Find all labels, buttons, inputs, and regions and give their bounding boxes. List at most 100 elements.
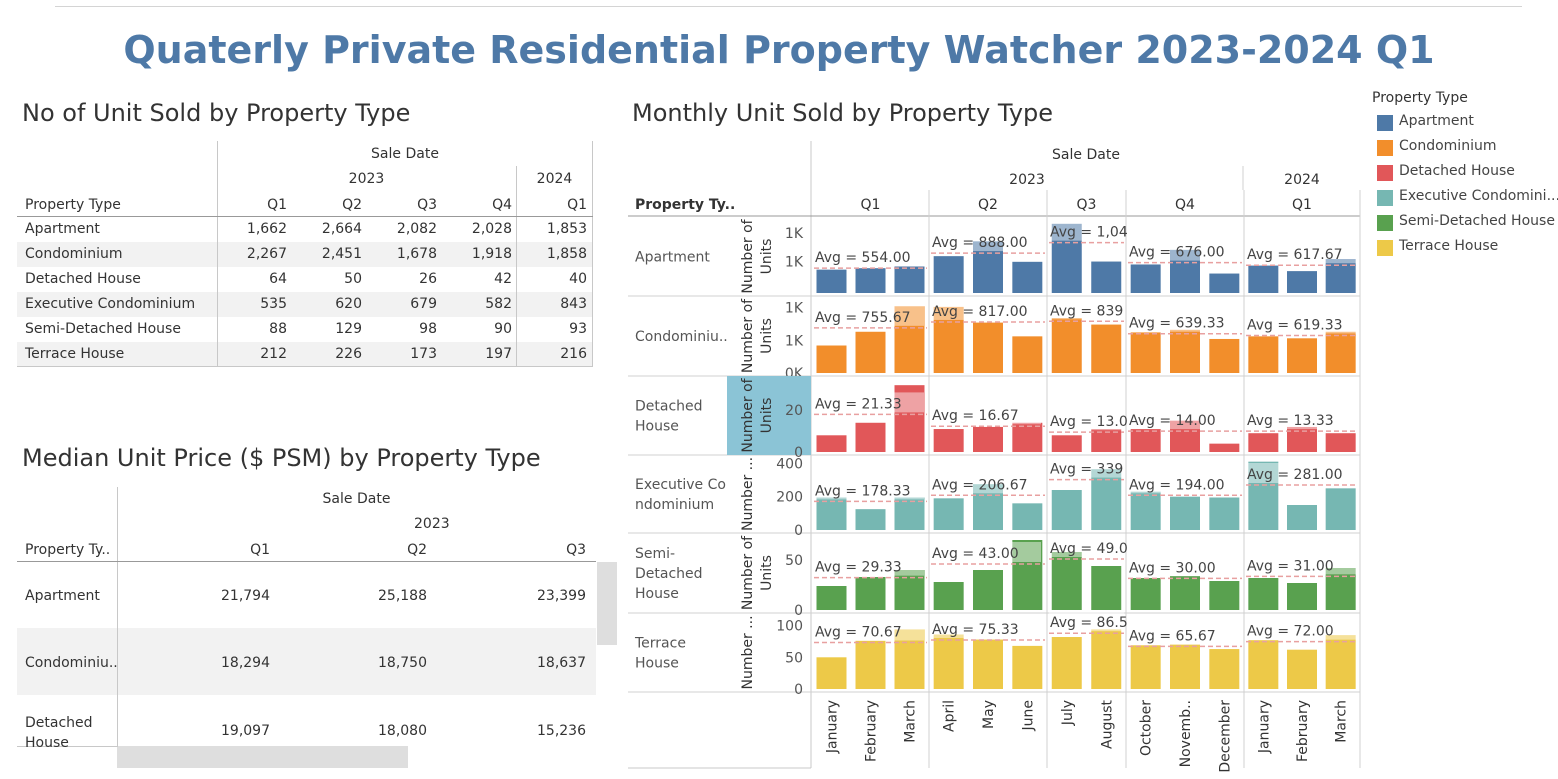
table-cell: 2,028 [471,221,512,237]
bar [1170,420,1200,452]
table-cell: 18,750 [378,655,427,671]
y-tick-label: 50 [785,650,803,666]
quarter-header: Q1 [250,542,270,558]
bar [1051,490,1082,530]
bar [1051,318,1082,373]
average-label: Avg = 676.00 [1129,245,1225,261]
average-label: Avg = 72.00 [1247,624,1334,640]
bar [1209,273,1240,293]
average-label: Avg = 206.67 [932,477,1028,493]
y-axis-label: Number ... [740,457,756,531]
table-cell: 93 [569,321,587,337]
table2-scrollbar[interactable] [597,562,617,645]
quarter-header: Q1 [861,197,881,213]
quarter-header: Q2 [407,542,427,558]
bar [1012,336,1043,373]
property-type-header: Property Ty.. [25,542,111,558]
average-label-bg [1049,537,1124,557]
table-cell: 1,918 [471,246,512,262]
median-price-table[interactable]: Sale Date 2023 Property Ty.. Q1 Q2 Q3 Apart… [0,0,620,779]
bar [855,509,886,530]
sale-date-header: Sale Date [322,491,391,507]
bar [1091,324,1122,373]
unit-sold-table[interactable]: Sale Date 2023 2024 Property Type Q1 Q2 Q3… [0,0,600,380]
bar [1325,259,1356,293]
y-tick-label: 0 [794,523,803,539]
table-row-label: Apartment [25,588,100,604]
table2-horizontal-scrollbar[interactable] [117,746,408,768]
table-cell: 18,294 [221,655,270,671]
bar [1170,644,1200,689]
table-cell: 19,097 [221,723,270,739]
bar [1012,261,1043,293]
average-label: Avg = 755.67 [815,310,911,326]
legend-label: Semi-Detached House [1399,213,1555,229]
table-cell: 1,853 [546,221,587,237]
bar [816,657,847,689]
average-label-bg [1128,556,1238,577]
average-label-bg [1246,243,1356,264]
legend-label: Apartment [1399,113,1474,129]
average-label: Avg = 178.33 [815,483,911,499]
average-label: Avg = 339 [1050,462,1123,478]
quarter-header: Q2 [978,197,998,213]
y-tick-label: 0K [785,366,804,382]
y-axis-label: Units [759,555,775,591]
y-tick-label: 100 [776,619,803,635]
average-label: Avg = 21.33 [815,396,902,412]
bar [973,426,1003,452]
average-label: Avg = 281.00 [1247,467,1343,483]
bar [1248,461,1279,530]
bar [1051,435,1082,452]
y-tick-label: 0 [794,445,803,461]
y-tick-label: 1K [785,226,804,242]
average-label-bg [814,620,924,641]
row-band [17,342,593,367]
table-row-label: Terrace House [25,346,125,362]
legend-label: Detached House [1399,163,1515,179]
average-label-bg [1049,410,1124,431]
bar [1130,264,1161,293]
quarter-header: Q3 [417,197,437,213]
average-label: Avg = 13.33 [1247,413,1334,429]
bar [1209,581,1240,610]
legend-swatch [1377,190,1393,206]
bar [933,306,964,373]
bar [1325,488,1356,530]
y-axis-label: Units [759,398,775,434]
month-label: October [1139,700,1155,756]
bar [1287,426,1317,452]
month-label: December [1217,700,1233,773]
y-axis-label: Units [759,318,775,354]
bar [933,256,964,293]
month-label: May [981,700,997,729]
quarter-header: Q1 [1292,197,1312,213]
table-row-label: Apartment [25,221,100,237]
table-cell: 1,858 [546,246,587,262]
bar [894,266,925,293]
bar [1287,271,1317,293]
table-cell: 21,794 [221,588,270,604]
table-cell: 23,399 [537,588,586,604]
y-tick-label: 0 [794,603,803,619]
average-label-bg [931,542,1041,562]
bar [1209,497,1240,530]
quarter-header: Q1 [267,197,287,213]
bar [933,582,964,610]
average-label: Avg = 86.5 [1050,615,1128,631]
average-label-bg [1246,554,1356,575]
bar [1287,505,1317,530]
row-label: House [635,419,679,435]
bar [973,639,1003,689]
average-label: Avg = 554.00 [815,250,911,266]
bar [1325,635,1356,689]
table-cell: 2,082 [396,221,437,237]
sale-date-header: Sale Date [371,146,439,162]
month-label: February [864,700,880,762]
y-axis-label: Number of [740,218,756,293]
y-tick-label: 1K [785,301,804,317]
table-cell: 216 [560,346,587,362]
legend-swatch [1377,240,1393,256]
table-cell: 212 [260,346,287,362]
table-row-label: Semi-Detached House [25,321,181,337]
